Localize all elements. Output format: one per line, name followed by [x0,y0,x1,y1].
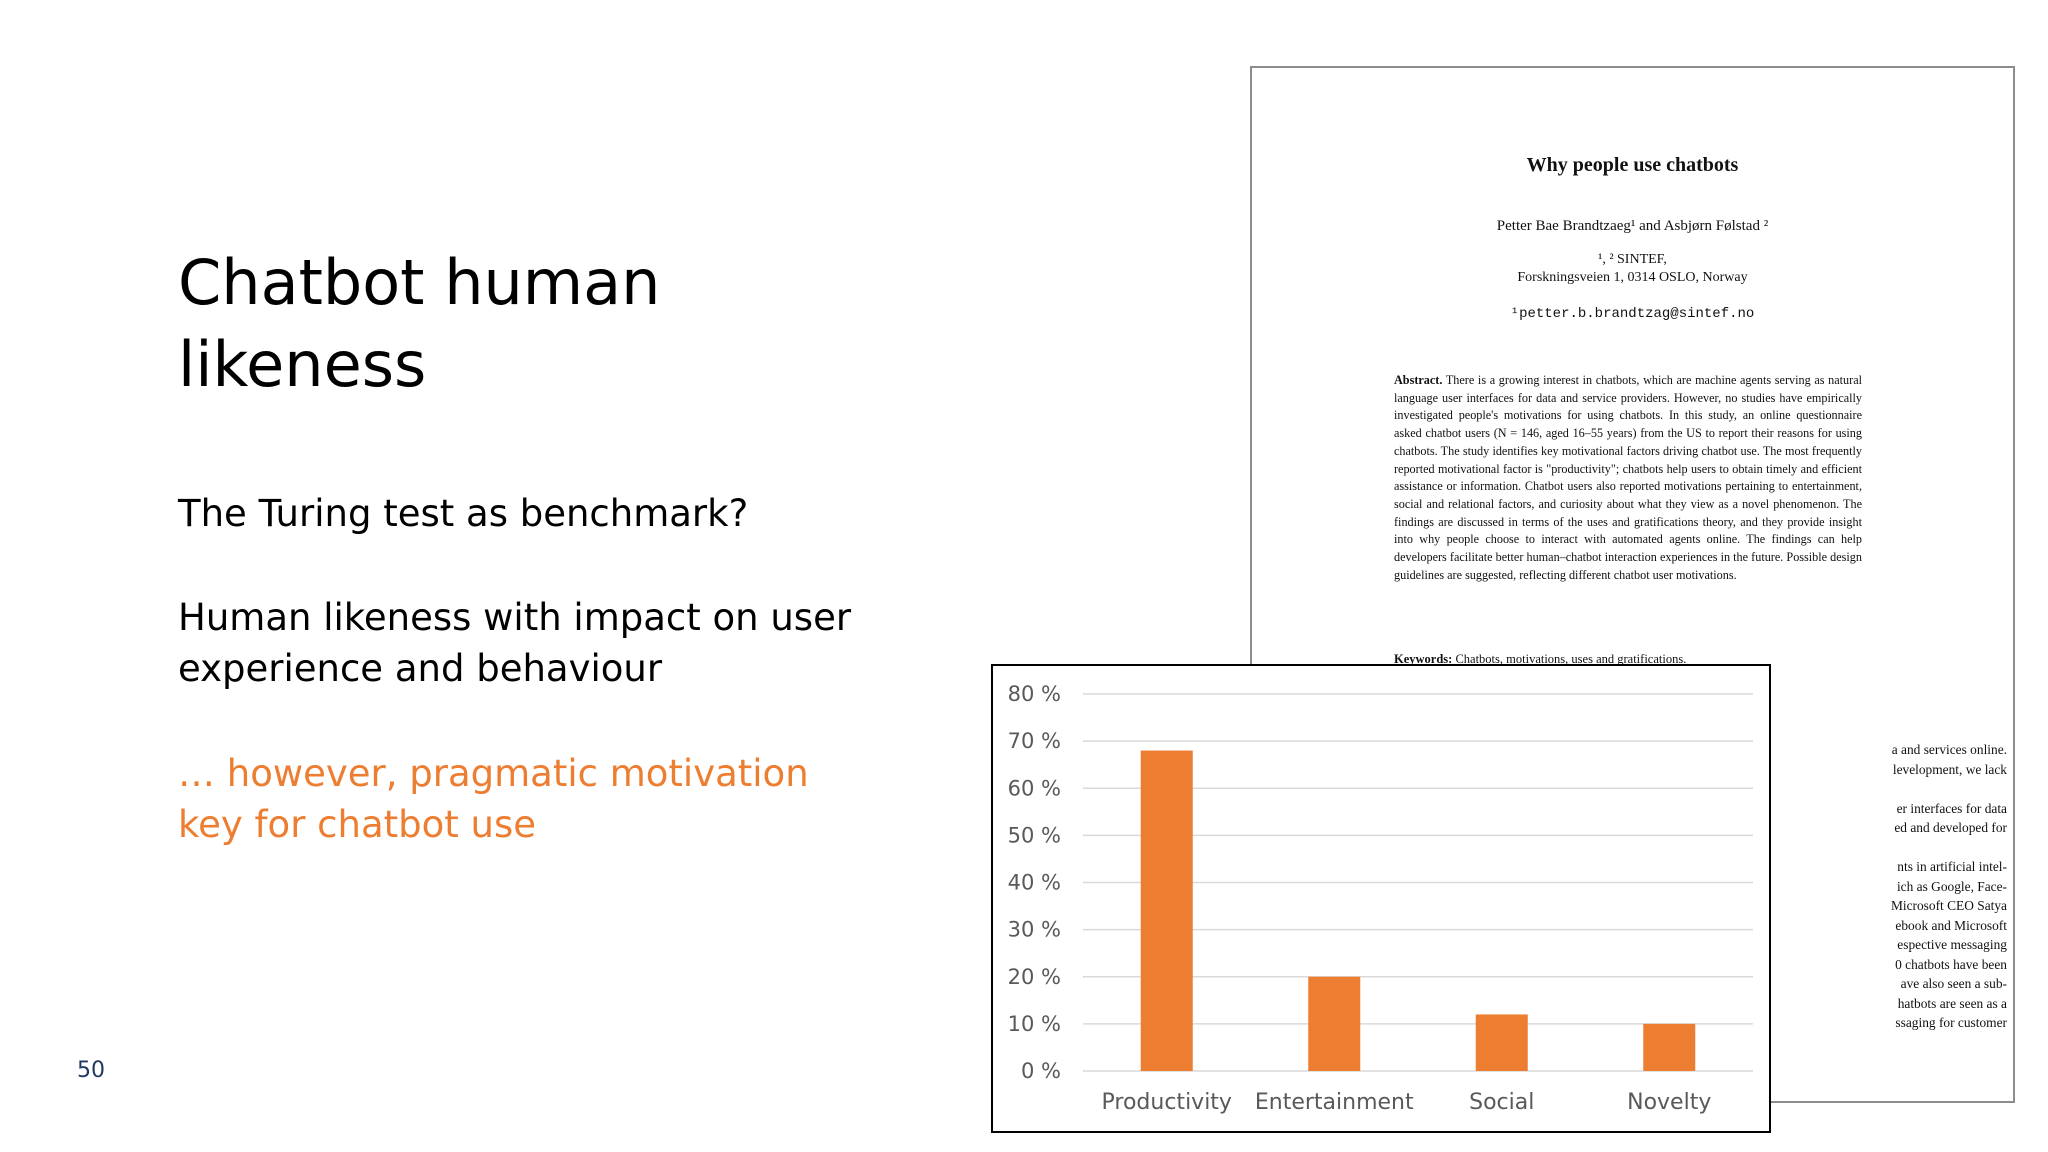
bullet-turing-test: The Turing test as benchmark? [178,492,749,535]
y-tick-label: 20 % [1008,965,1061,989]
page-number: 50 [77,1058,105,1083]
bar-novelty [1643,1023,1696,1071]
y-tick-label: 30 % [1008,918,1061,942]
x-category-label: Social [1469,1090,1534,1115]
paper-abstract: Abstract. There is a growing interest in… [1394,372,1862,584]
slide-title: Chatbot human likeness [178,246,661,401]
paper-authors: Petter Bae Brandtzaeg¹ and Asbjørn Følst… [1496,218,1769,234]
y-tick-label: 10 % [1008,1012,1061,1036]
paper-keywords: Keywords: Chatbots, motivations, uses an… [1394,652,1686,667]
x-category-label: Entertainment [1255,1090,1414,1115]
bullet-pragmatic-motivation: … however, pragmatic motivation key for … [178,752,809,846]
bar-productivity [1140,750,1193,1071]
y-tick-label: 80 % [1008,682,1061,706]
paper-address: Forskningsveien 1, 0314 OSLO, Norway [1517,270,1748,285]
paper-intro-column: a and services online. levelopment, we l… [1890,742,2007,1030]
bullet-human-likeness: Human likeness with impact on user exper… [178,596,852,690]
y-tick-label: 40 % [1008,871,1061,895]
y-tick-label: 0 % [1021,1059,1061,1083]
bar-chart: 0 % 10 % 20 % 30 % 40 % 50 % 60 % 70 % 80 % Produ… [991,664,1771,1133]
paper-affiliation: ¹, ² SINTEF, [1598,252,1667,267]
paper-email: ¹petter.b.brandtzag@sintef.no [1510,306,1755,322]
y-tick-label: 60 % [1008,776,1061,800]
y-tick-label: 50 % [1008,823,1061,847]
chart-svg: 0 % 10 % 20 % 30 % 40 % 50 % 60 % 70 % 80 % Produ… [1008,682,1753,1115]
keywords-text: Chatbots, motivations, uses and gratific… [1455,652,1687,666]
y-tick-label: 70 % [1008,729,1061,753]
bar-social [1475,1014,1528,1071]
keywords-label: Keywords: [1394,652,1453,666]
x-category-label: Novelty [1627,1090,1711,1115]
bar-entertainment [1308,976,1361,1071]
abstract-label: Abstract. [1394,373,1443,387]
abstract-text: There is a growing interest in chatbots,… [1394,373,1862,582]
paper-title: Why people use chatbots [1526,154,1739,176]
x-category-label: Productivity [1102,1090,1232,1115]
